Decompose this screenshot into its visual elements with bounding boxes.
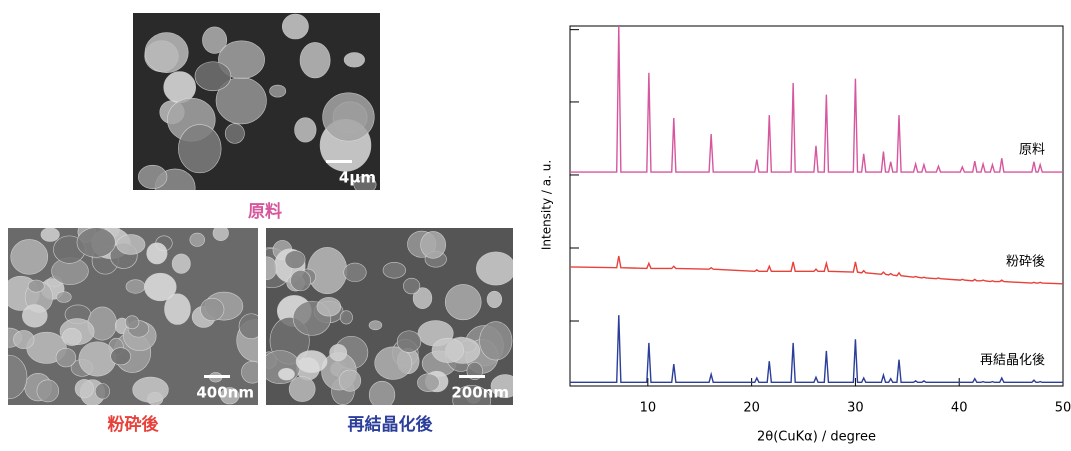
particle — [397, 331, 421, 353]
page: 4µm 原料 400nm 粉砕後 200nm 再結晶化後 10 20 30 40 50 2θ(CuK… — [0, 0, 1071, 447]
particle — [476, 252, 515, 285]
particle — [403, 278, 420, 294]
particle — [282, 14, 308, 39]
x-axis-label: 2θ(CuKα) / degree — [757, 430, 876, 445]
particle — [278, 368, 294, 380]
x-tick-label: 40 — [951, 401, 968, 416]
x-tick-label: 50 — [1055, 401, 1071, 416]
particle — [147, 243, 167, 264]
particle — [133, 377, 169, 402]
particle — [138, 165, 167, 188]
image-caption: 再結晶化後 — [348, 414, 434, 435]
particle — [37, 380, 59, 402]
particle — [300, 42, 330, 78]
particle — [296, 351, 327, 373]
particle — [125, 316, 139, 329]
particle — [432, 338, 464, 362]
particle — [323, 93, 375, 141]
series-line — [570, 315, 1063, 382]
scale-label: 4µm — [339, 169, 376, 187]
particle — [172, 254, 190, 273]
particle — [317, 297, 341, 316]
particle — [22, 305, 47, 328]
particle — [95, 383, 109, 399]
particle — [225, 124, 244, 144]
particle — [285, 251, 305, 269]
particle — [213, 226, 229, 241]
series-line — [570, 26, 1063, 172]
image-caption: 原料 — [248, 201, 282, 222]
sem-images: 4µm 原料 400nm 粉砕後 200nm 再結晶化後 — [0, 13, 519, 435]
particle — [383, 262, 406, 278]
particle — [75, 379, 94, 398]
particle — [239, 314, 263, 339]
image-caption: 粉砕後 — [108, 414, 160, 435]
particle — [417, 374, 439, 392]
particle — [241, 361, 263, 383]
particle — [117, 235, 145, 255]
particle — [261, 350, 301, 383]
particle — [487, 291, 502, 307]
particle — [144, 273, 176, 301]
particle — [11, 239, 48, 274]
scale-bar — [459, 375, 485, 378]
x-tick-label: 20 — [743, 401, 760, 416]
particle — [79, 342, 116, 376]
particle — [270, 85, 286, 97]
particle — [344, 53, 365, 68]
particle — [195, 62, 231, 91]
scale-bar — [204, 375, 230, 378]
particle — [111, 348, 131, 365]
sem-image — [0, 221, 274, 405]
particle — [295, 118, 317, 142]
particle — [41, 228, 59, 242]
y-axis-label: Intensity / a. u. — [540, 160, 554, 250]
particle — [178, 125, 221, 173]
scale-bar — [326, 160, 352, 163]
particle — [77, 228, 115, 258]
particle — [126, 280, 145, 294]
particle — [56, 348, 76, 367]
particle — [145, 33, 188, 73]
particle — [28, 280, 44, 292]
particle — [369, 321, 382, 330]
particle — [339, 370, 361, 391]
particle — [330, 344, 347, 361]
chart: 10 20 30 40 50 2θ(CuKα) / degree Intensity / a… — [540, 26, 1071, 445]
series-label: 原料 — [1019, 143, 1045, 158]
particle — [480, 322, 512, 360]
particle — [421, 231, 446, 258]
particle — [200, 298, 224, 321]
particle — [445, 284, 481, 319]
particle — [308, 247, 347, 293]
particle — [13, 330, 34, 348]
particle — [62, 328, 81, 345]
series-line — [570, 256, 1063, 284]
particle — [369, 381, 395, 408]
particle — [344, 263, 367, 282]
scale-label: 400nm — [196, 384, 254, 402]
x-tick-label: 10 — [640, 401, 657, 416]
particle — [291, 270, 311, 291]
scale-label: 200nm — [451, 384, 509, 402]
particle — [56, 292, 71, 303]
x-tick-label: 30 — [847, 401, 864, 416]
particle — [190, 233, 205, 246]
series-label: 再結晶化後 — [980, 353, 1045, 368]
particle — [289, 376, 315, 401]
particle — [257, 257, 277, 280]
particle — [340, 311, 352, 324]
plot-frame — [570, 26, 1063, 386]
series-label: 粉砕後 — [1006, 254, 1045, 269]
